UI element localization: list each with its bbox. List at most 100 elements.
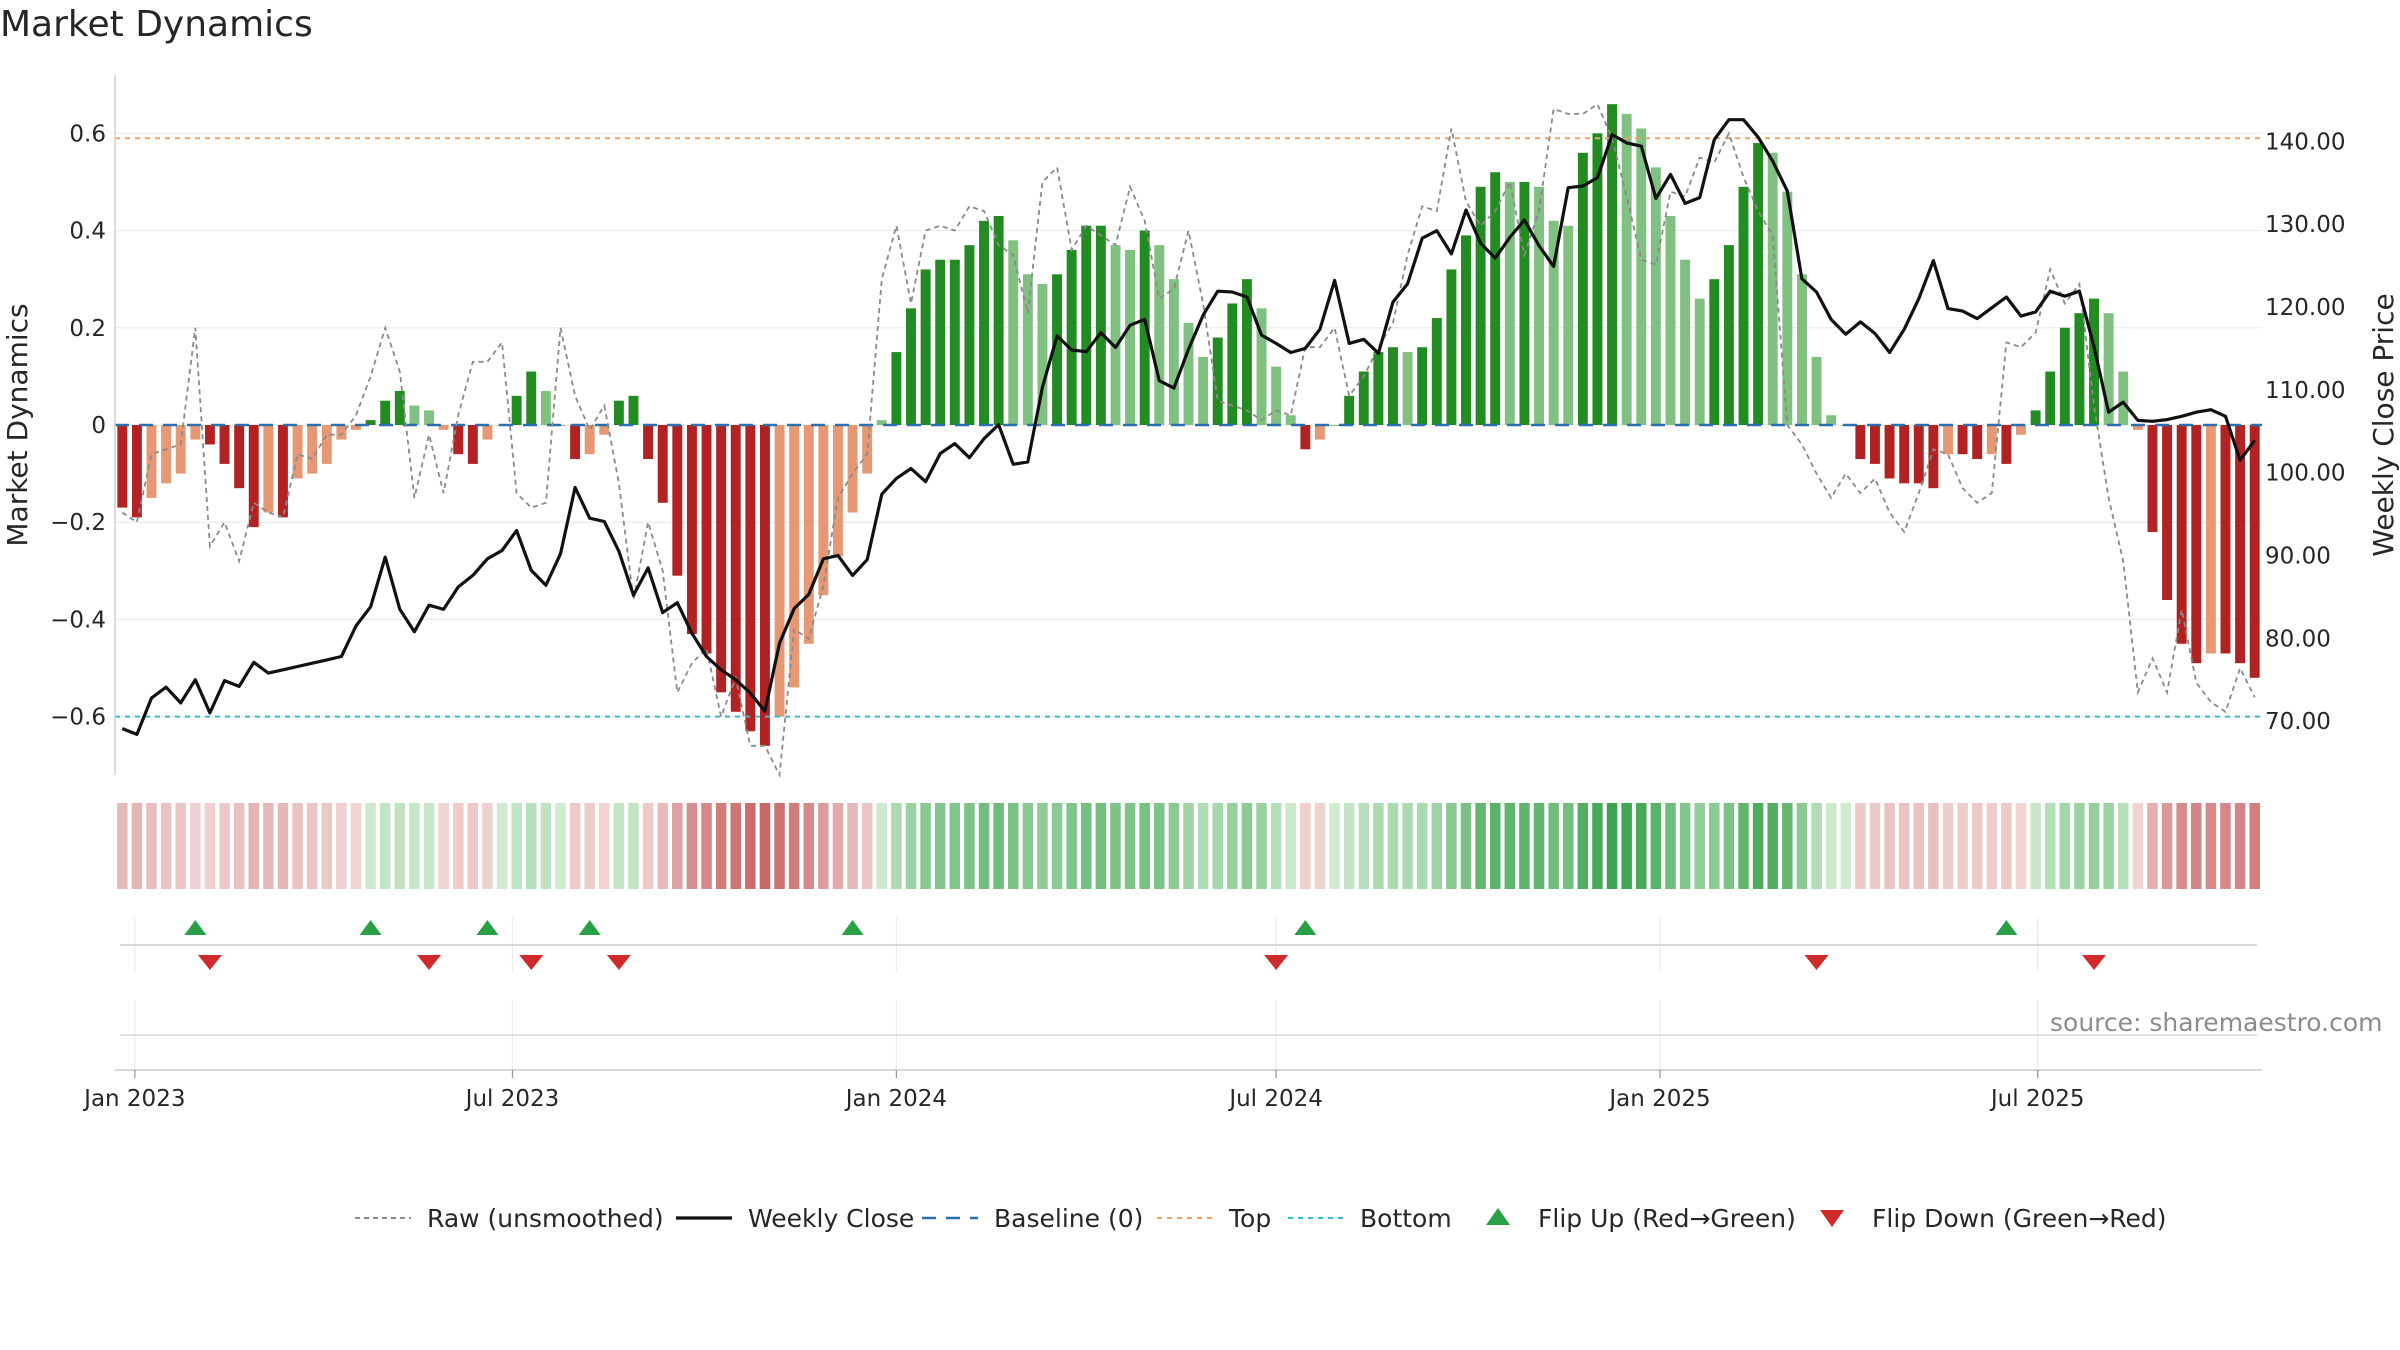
regime-strip-cell (672, 803, 683, 889)
momentum-bar (2059, 327, 2070, 425)
momentum-bar (628, 395, 639, 425)
momentum-bar (1125, 250, 1136, 425)
momentum-bar (1168, 279, 1179, 425)
momentum-bar (1095, 225, 1106, 425)
momentum-bar (1461, 235, 1471, 425)
momentum-bar (540, 390, 551, 425)
y-left-tick-label: 0.2 (69, 316, 106, 342)
legend-baseline-label: Baseline (0) (994, 1204, 1143, 1233)
regime-strip-cell (1402, 803, 1413, 889)
regime-strip-cell (511, 803, 522, 889)
momentum-bar (1329, 425, 1340, 426)
momentum-bar (1709, 279, 1720, 425)
flip-down-marker (519, 955, 544, 970)
x-tick-label: Jul 2023 (464, 1086, 560, 1112)
momentum-bar (2103, 313, 2114, 425)
momentum-bar (204, 425, 215, 445)
regime-strip-cell (1241, 803, 1253, 889)
y-right-axis-label: Weekly Close Price (2367, 293, 2400, 556)
momentum-bar (2220, 425, 2231, 654)
momentum-bar (1548, 220, 1559, 425)
regime-strip-cell (452, 803, 464, 889)
momentum-bar (234, 425, 245, 489)
regime-strip-cell (1022, 803, 1034, 889)
regime-strip-cell (1387, 803, 1399, 889)
regime-strip-cell (2161, 803, 2173, 889)
momentum-bar (453, 425, 464, 455)
legend-flip-down-swatch (1820, 1210, 1844, 1227)
regime-strip-cell (1270, 803, 1282, 889)
momentum-bar (1782, 191, 1793, 425)
regime-strip-cell (321, 803, 333, 889)
momentum-bar (789, 425, 800, 688)
regime-strip-cell (409, 803, 420, 889)
regime-strip-cell (1300, 803, 1311, 889)
legend-flip-up-label: Flip Up (Red→Green) (1538, 1204, 1796, 1233)
regime-strip-cell (525, 803, 537, 889)
regime-strip-cell (467, 803, 479, 889)
regime-strip-cell (818, 803, 829, 889)
momentum-bar (263, 425, 274, 513)
regime-strip-cell (1650, 803, 1662, 889)
y-right-tick-label: 80.00 (2265, 626, 2331, 652)
momentum-bar (1884, 425, 1895, 479)
regime-strip-cell (715, 803, 727, 889)
regime-strip-cell (964, 803, 975, 889)
momentum-bar (1183, 322, 1194, 425)
regime-strip-cell (1139, 803, 1150, 889)
momentum-bar (526, 371, 537, 425)
legend-raw-label: Raw (unsmoothed) (427, 1204, 664, 1233)
regime-strip-cell (292, 803, 303, 889)
regime-strip-cell (1636, 803, 1647, 889)
momentum-bar (2016, 425, 2026, 435)
regime-strip-cell (350, 803, 362, 889)
regime-strip-cell (1358, 803, 1370, 889)
regime-strip-cell (1913, 803, 1925, 889)
momentum-bar (1577, 152, 1588, 425)
momentum-bar (1694, 298, 1705, 425)
momentum-bar (1037, 284, 1048, 425)
momentum-bar (1490, 172, 1501, 425)
regime-strip-cell (160, 803, 172, 889)
momentum-bar (774, 425, 785, 717)
flip-down-marker (1264, 955, 1289, 970)
flip-up-marker (476, 920, 499, 935)
regime-strip-cell (2088, 803, 2100, 889)
regime-strip-cell (774, 803, 785, 889)
regime-strip-cell (1752, 803, 1764, 889)
flip-down-marker (417, 955, 442, 970)
momentum-bar (1943, 425, 1953, 455)
momentum-bar (1986, 425, 1997, 455)
momentum-bar (2132, 425, 2143, 430)
regime-strip-cell (131, 803, 143, 889)
y-left-tick-label: −0.2 (50, 510, 106, 536)
regime-strip-cell (745, 803, 756, 889)
momentum-bar (2147, 425, 2158, 532)
regime-strip-cell (1957, 803, 1968, 889)
momentum-bar (2235, 425, 2246, 664)
momentum-bar (365, 420, 376, 425)
momentum-bar (818, 425, 829, 596)
regime-strip-cell (336, 803, 347, 889)
momentum-bar (1446, 269, 1457, 425)
regime-strip-cell (1519, 803, 1530, 889)
regime-strip-cell (1665, 803, 1676, 889)
momentum-bar (1227, 303, 1238, 425)
regime-strip-cell (1489, 803, 1501, 889)
momentum-bar (248, 425, 259, 528)
momentum-bar (1563, 225, 1574, 425)
momentum-bar (1826, 415, 1837, 425)
momentum-bar (1110, 245, 1121, 425)
momentum-bar (511, 395, 522, 425)
regime-strip-cell (1694, 803, 1705, 889)
momentum-bar (920, 269, 931, 425)
regime-strip-cell (759, 803, 771, 889)
momentum-bar (1621, 113, 1632, 425)
momentum-bar (803, 425, 814, 644)
regime-strip-cell (2015, 803, 2027, 889)
momentum-bar (1344, 395, 1355, 425)
momentum-bar (643, 425, 654, 460)
momentum-bar (1300, 425, 1311, 450)
source-watermark: source: sharemaestro.com (2050, 1008, 2383, 1037)
regime-strip-cell (2147, 803, 2158, 889)
